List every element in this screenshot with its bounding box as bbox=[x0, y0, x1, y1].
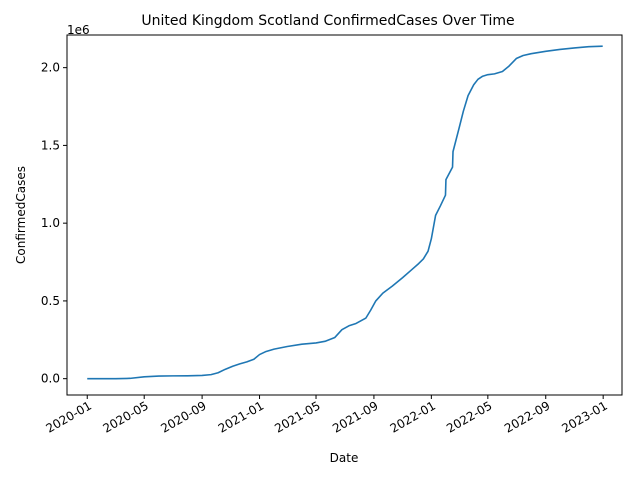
series-line-0 bbox=[87, 45, 603, 380]
x-tick-label: 2021-05 bbox=[272, 398, 322, 435]
x-axis-label: Date bbox=[330, 451, 359, 465]
x-tick-label: 2020-09 bbox=[158, 398, 208, 435]
y-axis-label: ConfirmedCases bbox=[14, 166, 28, 264]
y-tick-label: 1.5 bbox=[41, 138, 60, 152]
x-tick-label: 2022-09 bbox=[502, 398, 552, 435]
x-tick-label: 2023-01 bbox=[559, 398, 609, 435]
plot-area bbox=[87, 45, 603, 380]
chart-title: United Kingdom Scotland ConfirmedCases O… bbox=[141, 13, 514, 29]
y-tick-label: 0.5 bbox=[41, 294, 60, 308]
x-axis: 2020-01 2020-05 2020-09 2021-01 2021-05 2021-… bbox=[44, 395, 610, 436]
x-tick-label: 2021-09 bbox=[330, 398, 380, 435]
y-scale-label: 1e6 bbox=[67, 23, 90, 37]
y-tick-label: 2.0 bbox=[41, 61, 60, 75]
x-tick-label: 2022-05 bbox=[444, 398, 494, 435]
x-tick-label: 2020-01 bbox=[44, 398, 94, 435]
plot-frame bbox=[66, 34, 623, 396]
y-tick-label: 1.0 bbox=[41, 216, 60, 230]
x-tick-label: 2020-05 bbox=[100, 398, 150, 435]
y-axis: 0.0 0.5 1.0 1.5 2.0 bbox=[41, 61, 67, 386]
x-tick-label: 2022-01 bbox=[388, 398, 438, 435]
y-tick-label: 0.0 bbox=[41, 372, 60, 386]
x-tick-label: 2021-01 bbox=[216, 398, 266, 435]
